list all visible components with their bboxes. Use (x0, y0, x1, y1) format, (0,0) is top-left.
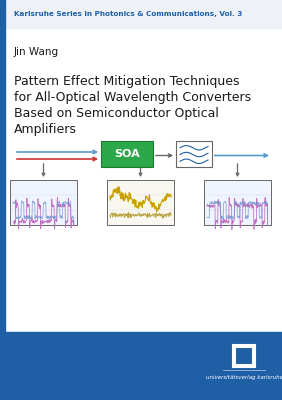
Bar (101, 141, 153, 167)
Text: SOA: SOA (114, 149, 140, 159)
Bar (0, 0, 282, 28)
Text: Pattern Effect Mitigation Techniques: Pattern Effect Mitigation Techniques (14, 76, 239, 88)
Bar (233, 345, 255, 367)
Text: Amplifiers: Amplifiers (14, 124, 77, 136)
Bar (10, 180, 77, 225)
Bar (0, 332, 282, 400)
Bar (238, 350, 250, 362)
Bar (235, 347, 253, 365)
Bar (204, 180, 271, 225)
Bar (107, 180, 174, 225)
Text: Based on Semiconductor Optical: Based on Semiconductor Optical (14, 108, 219, 120)
Text: Karlsruhe Series in Photonics & Communications, Vol. 3: Karlsruhe Series in Photonics & Communic… (14, 11, 242, 17)
Text: Jin Wang: Jin Wang (14, 47, 59, 57)
Text: for All-Optical Wavelength Converters: for All-Optical Wavelength Converters (14, 92, 251, 104)
Text: universitätsverlag karlsruhe: universitätsverlag karlsruhe (206, 375, 282, 380)
Bar (0, 0, 5, 400)
Bar (176, 141, 212, 167)
